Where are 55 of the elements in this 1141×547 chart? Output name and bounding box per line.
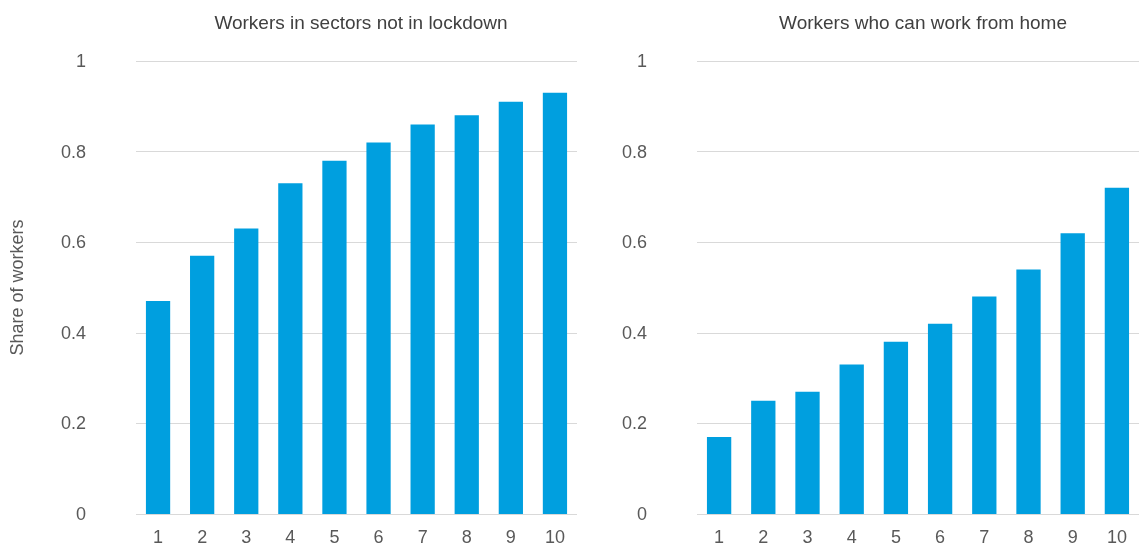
bar bbox=[145, 301, 171, 514]
bar bbox=[706, 436, 732, 514]
x-tick-label: 10 bbox=[1106, 527, 1127, 547]
bar bbox=[1016, 269, 1041, 514]
bar bbox=[751, 400, 776, 514]
x-tick-label: 9 bbox=[505, 527, 516, 547]
x-tick-label: 7 bbox=[417, 527, 428, 547]
x-tick-label: 7 bbox=[979, 527, 990, 547]
y-tick-label: 0.4 bbox=[621, 322, 647, 343]
x-tick-label: 5 bbox=[329, 527, 340, 547]
bar bbox=[839, 364, 864, 514]
x-tick-label: 1 bbox=[714, 527, 725, 547]
y-tick-label: 0 bbox=[636, 504, 647, 524]
x-tick-label: 9 bbox=[1067, 527, 1078, 547]
bar bbox=[972, 296, 997, 514]
x-tick-label: 4 bbox=[846, 527, 857, 547]
x-tick-label: 10 bbox=[544, 527, 565, 547]
y-tick-label: 0.2 bbox=[621, 413, 647, 434]
y-tick-label: 0.2 bbox=[60, 413, 86, 434]
y-axis-title: Share of workers bbox=[7, 219, 27, 356]
x-tick-label: 8 bbox=[461, 527, 472, 547]
bar bbox=[322, 160, 347, 514]
bar bbox=[454, 115, 479, 514]
x-tick-label: 2 bbox=[758, 527, 769, 547]
bar bbox=[234, 228, 259, 514]
y-tick-label: 0 bbox=[75, 504, 86, 524]
bar bbox=[883, 341, 909, 514]
bar bbox=[498, 101, 523, 514]
y-tick-label: 0.6 bbox=[60, 232, 86, 253]
x-tick-label: 4 bbox=[285, 527, 296, 547]
x-tick-label: 2 bbox=[197, 527, 208, 547]
bar bbox=[410, 124, 435, 514]
y-tick-label: 1 bbox=[636, 51, 647, 71]
y-tick-label: 0.4 bbox=[60, 322, 86, 343]
bar bbox=[927, 323, 953, 514]
x-tick-label: 6 bbox=[373, 527, 384, 547]
chart-title: Workers who can work from home bbox=[779, 12, 1067, 33]
x-tick-label: 3 bbox=[802, 527, 813, 547]
y-tick-label: 0.6 bbox=[621, 232, 647, 253]
x-tick-label: 3 bbox=[241, 527, 252, 547]
y-tick-label: 0.8 bbox=[60, 141, 86, 162]
bar bbox=[1060, 233, 1085, 514]
bar bbox=[278, 183, 303, 514]
y-tick-label: 1 bbox=[75, 51, 86, 71]
bar bbox=[795, 391, 820, 514]
bar bbox=[366, 142, 391, 514]
x-tick-label: 1 bbox=[153, 527, 164, 547]
bar bbox=[190, 255, 215, 514]
y-tick-label: 0.8 bbox=[621, 141, 647, 162]
bar bbox=[542, 92, 568, 514]
bar bbox=[1104, 187, 1130, 514]
x-tick-label: 6 bbox=[935, 527, 946, 547]
chart-title: Workers in sectors not in lockdown bbox=[214, 12, 508, 33]
x-tick-label: 5 bbox=[890, 527, 901, 547]
x-tick-label: 8 bbox=[1023, 527, 1034, 547]
